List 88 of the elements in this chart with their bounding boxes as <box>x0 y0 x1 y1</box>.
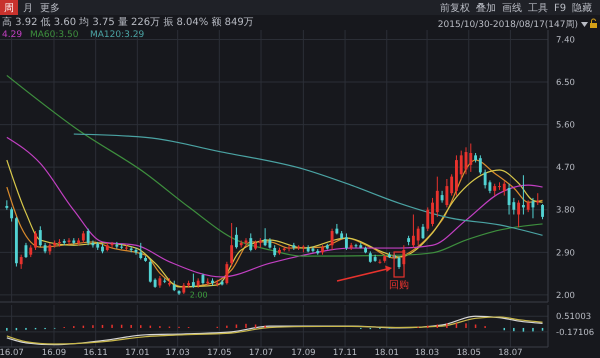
candlestick <box>536 192 540 206</box>
candlestick <box>508 183 510 215</box>
text: 前复权 <box>440 2 470 14</box>
y-tick-label: 3.80 <box>556 206 575 216</box>
candlestick <box>330 228 334 250</box>
candlestick <box>268 238 272 250</box>
candlestick <box>440 190 444 204</box>
x-tick-label: 17.05 <box>207 348 232 358</box>
y-tick-label: 6.50 <box>556 78 575 88</box>
annotation: 4.29 <box>2 30 22 40</box>
y-tick-label: 7.40 <box>556 35 575 46</box>
text: 隐藏 <box>572 2 592 14</box>
text: 工具 <box>528 3 548 14</box>
candlestick <box>230 222 234 268</box>
x-tick-label: 17.03 <box>165 348 190 358</box>
candlestick <box>422 223 424 240</box>
x-tick-label: 17.11 <box>332 348 358 358</box>
candlestick <box>101 243 104 254</box>
text: 月 <box>23 3 33 14</box>
candlestick <box>493 183 496 196</box>
candlestick <box>24 242 28 259</box>
line-series <box>6 136 544 278</box>
candlestick <box>407 235 410 246</box>
candlestick <box>264 228 267 247</box>
candlestick <box>541 204 544 220</box>
candlestick <box>335 223 338 235</box>
candlestick <box>302 244 305 253</box>
candlestick <box>532 197 534 219</box>
x-tick-label: 18.05 <box>456 348 481 358</box>
candlestick <box>20 254 23 270</box>
text: 叠加 <box>476 2 496 14</box>
x-tick-label: 18.07 <box>498 348 523 358</box>
x-tick-label: 16.09 <box>42 348 66 358</box>
x-tick-label: 18.03 <box>414 348 440 358</box>
candlestick <box>526 200 530 213</box>
x-tick-label: 16.07 <box>0 348 24 358</box>
text: 画线 <box>502 2 522 14</box>
candlestick <box>522 174 525 215</box>
y-tick-label: 4.70 <box>556 163 575 174</box>
candlestick <box>474 152 478 163</box>
annotation: MA120:3.29 <box>90 30 144 40</box>
candlestick <box>464 146 468 175</box>
x-tick-label: 16.11 <box>83 348 108 358</box>
candlestick <box>484 169 487 189</box>
candlestick <box>196 278 200 288</box>
candlestick <box>225 261 228 285</box>
candlestick <box>86 228 90 246</box>
annotation: MA60:3.50 <box>30 30 79 40</box>
y-tick-label: 2.00 <box>556 290 575 301</box>
candlestick <box>82 230 85 244</box>
candlestick <box>517 200 520 228</box>
text: 更多 <box>40 2 60 14</box>
text: 周 <box>4 3 14 14</box>
annotation: 回购 <box>389 280 410 291</box>
candlestick <box>512 197 516 215</box>
candlestick <box>321 244 324 256</box>
line-series <box>73 133 544 236</box>
candlestick <box>273 244 276 258</box>
candlestick <box>192 273 195 288</box>
y-tick-label: 0.51003 <box>556 312 592 322</box>
candlestick <box>398 256 400 270</box>
candlestick <box>344 232 348 250</box>
candlestick <box>202 273 204 285</box>
candlestick <box>488 180 492 194</box>
x-tick-label: 18.01 <box>374 348 399 358</box>
candlestick <box>258 238 262 248</box>
candlestick <box>158 275 162 288</box>
text: F9 <box>554 3 566 14</box>
candlestick <box>502 180 506 196</box>
candlestick <box>431 197 434 227</box>
y-tick-label: -0.17106 <box>556 328 594 338</box>
candlestick <box>478 154 482 175</box>
text: 高 3.92 低 3.60 均 3.75 量 226万 振 8.04% 额 849万 <box>2 16 254 28</box>
x-tick-label: 17.01 <box>125 348 150 358</box>
candlestick <box>48 242 52 256</box>
x-tick-label: 17.09 <box>291 348 316 358</box>
candlestick <box>34 230 37 250</box>
y-tick-label: 2.90 <box>556 248 575 258</box>
text: 2015/10/30-2018/08/17(147周) <box>438 19 578 30</box>
candlestick <box>234 226 238 250</box>
y-tick-label: 5.60 <box>556 120 575 131</box>
candlestick <box>5 200 8 210</box>
annotation: 2.00 <box>190 290 208 300</box>
x-tick-label: 17.07 <box>248 348 274 358</box>
line-series <box>6 74 544 257</box>
candlestick <box>254 240 257 250</box>
candlestick <box>44 242 47 254</box>
candlestick <box>10 206 14 222</box>
